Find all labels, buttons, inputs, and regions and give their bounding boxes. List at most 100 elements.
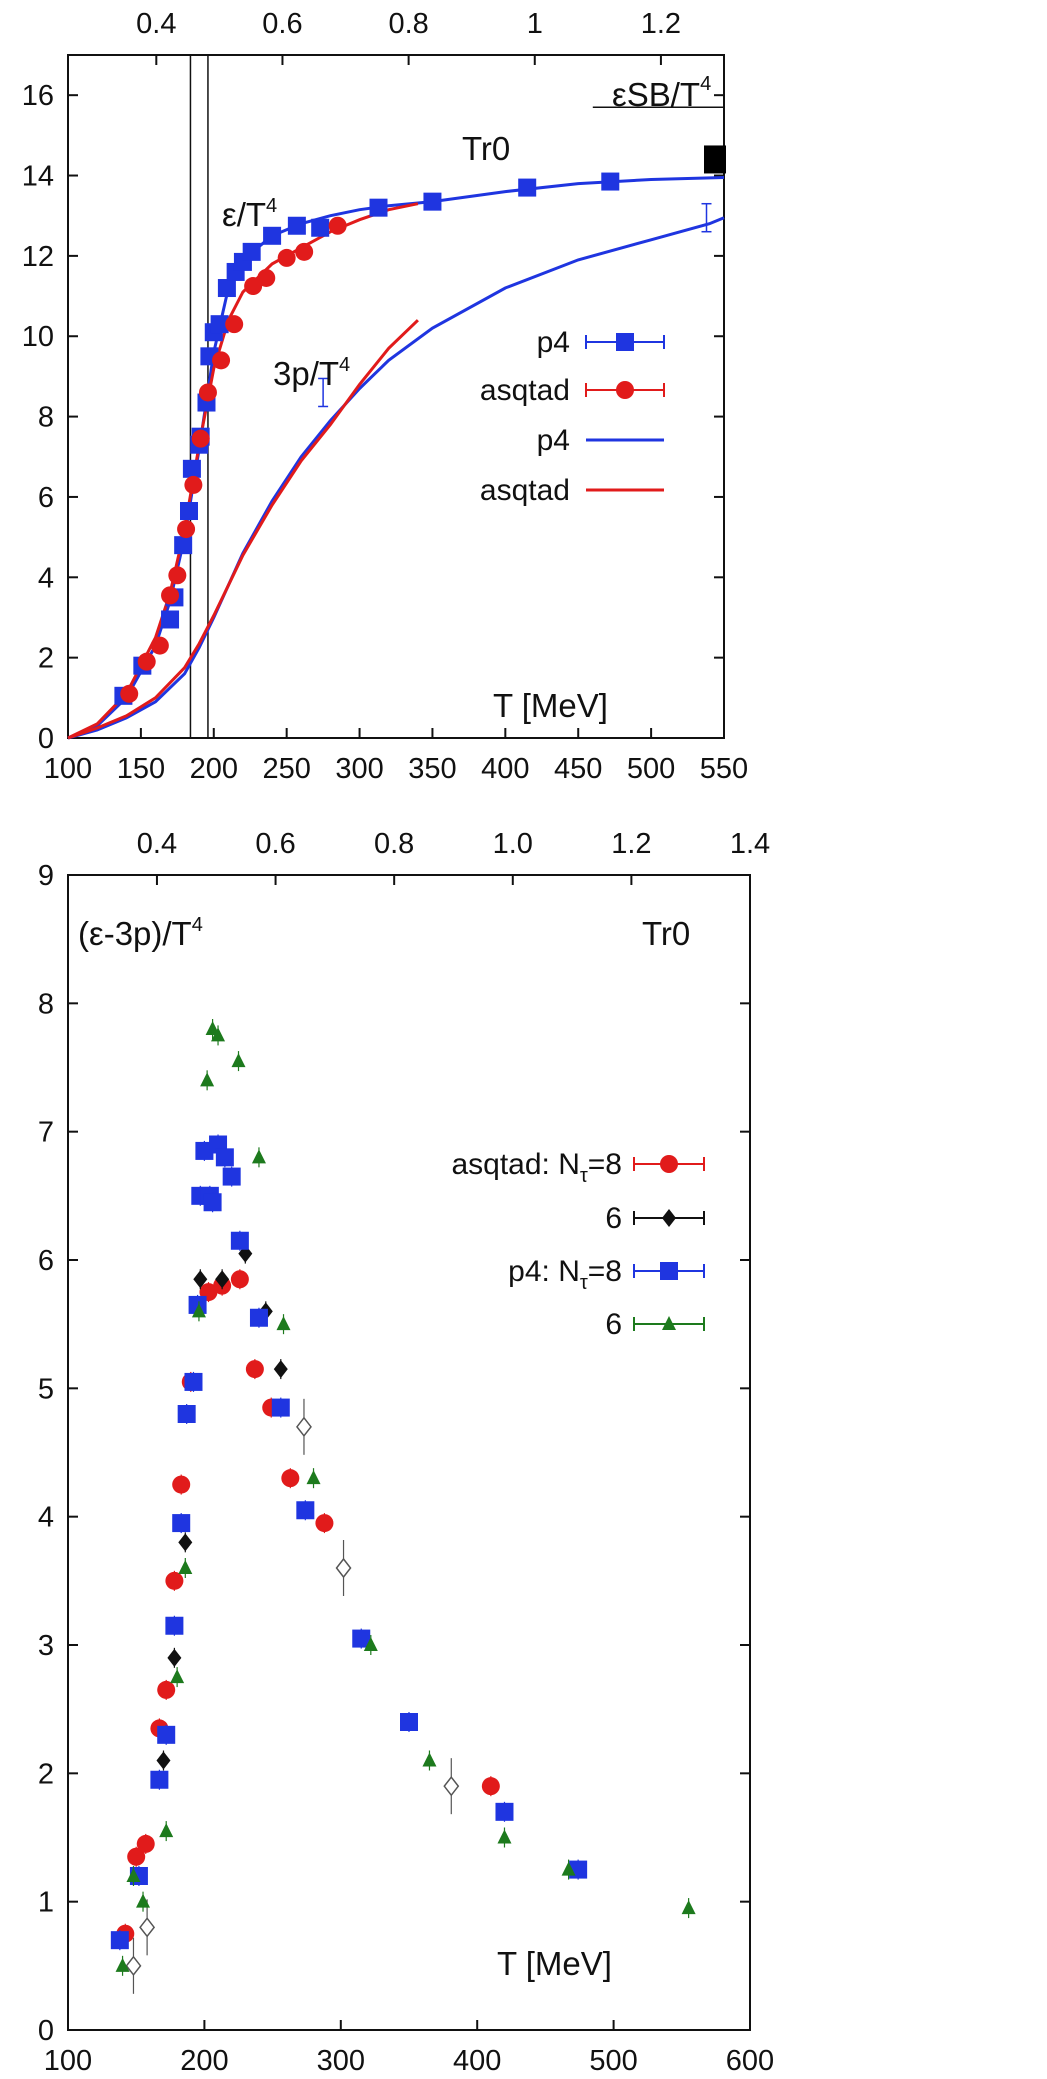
y-tick-label: 6: [38, 482, 54, 514]
asqtad-n-8-point: [157, 1680, 176, 1699]
asqtad-point: [168, 566, 187, 585]
y-tick-label: 3: [38, 1630, 54, 1662]
asqtad-point: [295, 242, 314, 261]
y-tick-label: 6: [38, 1245, 54, 1277]
bottom-labels: (ε-3p)/T4 Tr0 T [MeV]: [78, 914, 690, 1982]
x2-tick-label: 0.6: [255, 828, 295, 860]
y-tick-label: 2: [38, 1758, 54, 1790]
p4-point: [174, 536, 193, 555]
p4-n-8-point: [203, 1193, 222, 1212]
legend-marker: [660, 1155, 678, 1173]
p4-point: [518, 178, 537, 197]
asqtad-n-6-point: [273, 1360, 288, 1379]
x2-tick-label: 1.0: [493, 828, 533, 860]
p4-n-6-point: [561, 1861, 576, 1876]
top-panel: 100 150 200 250 300 350 400 450 500 550 0 2 4 6 8 10 12 1…: [22, 8, 748, 785]
x-tick-label: 500: [627, 753, 675, 785]
x2-tick-label: 0.8: [374, 828, 414, 860]
y-tick-label: 0: [38, 2015, 54, 2047]
p4-n-8-point: [177, 1405, 196, 1423]
legend-marker: [660, 1262, 678, 1280]
bottom-plot-frame: [67, 874, 751, 2031]
p4-point: [217, 279, 236, 298]
p4-n-8-point: [172, 1514, 191, 1533]
p4-n-6-point: [681, 1900, 696, 1915]
sb-limit-label: εSB/T4: [612, 73, 711, 113]
p4-n-6-point: [126, 1868, 141, 1882]
p4-point: [263, 226, 282, 245]
p4-n-8-point: [400, 1713, 418, 1731]
y-tick-label: 0: [38, 723, 54, 755]
top-markers: [114, 172, 620, 705]
x-tick-label: 300: [335, 753, 383, 785]
p4-point: [311, 218, 330, 237]
y-tick-label: 7: [38, 1117, 54, 1149]
p4-point: [182, 459, 201, 478]
x-tick-label: 600: [726, 2045, 774, 2077]
asqtad-point: [150, 636, 169, 655]
p4-point: [369, 198, 388, 217]
asqtad-n-8-point: [165, 1571, 184, 1590]
asqtad-n-6-open--point: [296, 1416, 312, 1438]
p4-point: [242, 242, 261, 261]
x2-tick-label: 0.8: [388, 8, 428, 40]
y-tick-label: 12: [22, 241, 54, 273]
p4-n-8-point: [110, 1931, 129, 1950]
p4-n-6-point: [251, 1149, 266, 1164]
p4-n-8-point: [195, 1141, 214, 1160]
x2-tick-label: 1.2: [641, 8, 681, 40]
top-tr0-label: Tr0: [462, 130, 510, 167]
legend-label: p4: Nτ=8: [508, 1255, 622, 1294]
asqtad-n-6-open--point: [443, 1775, 460, 1797]
asqtad-point: [277, 248, 296, 267]
x2-tick-label: 1.2: [611, 828, 651, 860]
asqtad-point: [161, 586, 180, 605]
p4-n-8-point: [271, 1398, 290, 1417]
p4-point: [423, 192, 442, 211]
p4-n-6-point: [211, 1027, 226, 1042]
x-tick-label: 100: [44, 2045, 92, 2077]
bottom-tr0-label: Tr0: [642, 915, 690, 952]
bottom-legend: asqtad: Nτ=8 6 p4: Nτ=8 6: [451, 1148, 705, 1341]
p4-n-8-point: [495, 1802, 514, 1821]
p4-n-8-point: [150, 1770, 169, 1789]
p4-n-6-point: [170, 1669, 185, 1684]
x-tick-label: 300: [317, 2045, 365, 2077]
p4-n-6-point: [306, 1470, 321, 1485]
x2-tick-label: 1: [527, 8, 543, 40]
x-tick-label: 400: [481, 753, 529, 785]
asqtad-n-8-point: [127, 1847, 146, 1866]
legend-marker: [662, 1209, 676, 1227]
p4-n-6-point: [363, 1637, 378, 1651]
legend-marker: [616, 381, 634, 399]
x-tick-label: 150: [117, 753, 165, 785]
asqtad-point: [212, 351, 231, 370]
x-tick-label: 400: [453, 2045, 501, 2077]
x2-tick-label: 1.4: [730, 828, 770, 860]
x-tick-label: 200: [180, 2045, 228, 2077]
x2-tick-label: 0.6: [262, 8, 302, 40]
x2-tick-label: 0.4: [136, 8, 176, 40]
asqtad-n-8-point: [281, 1469, 300, 1488]
y-tick-label: 9: [38, 860, 54, 892]
top-plot-frame: [67, 54, 725, 739]
legend-label: 6: [605, 1308, 622, 1341]
sb-limit-marker: [704, 145, 726, 174]
asqtad-point: [244, 277, 263, 296]
x-tick-label: 250: [262, 753, 310, 785]
p4-n-6-point: [178, 1560, 193, 1574]
asqtad-n-6-open--point: [125, 1955, 142, 1977]
asqtad-n-6-point: [156, 1751, 171, 1770]
y-tick-label: 1: [38, 1887, 54, 1919]
curve-p4: [67, 176, 725, 740]
asqtad-n-6-point: [215, 1270, 230, 1289]
bottom-axes: 100 200 300 400 500 600 0 1 2 3 4 5 6 7 8 9 0.4 0.6 0.8 1.0…: [38, 828, 774, 2077]
y-tick-label: 8: [38, 402, 54, 434]
legend-marker: [616, 333, 634, 351]
p4-n-6-point: [422, 1752, 437, 1767]
p4-n-6-point: [115, 1957, 130, 1972]
x-tick-label: 200: [190, 753, 238, 785]
p4-n-6-point: [191, 1303, 206, 1318]
p4-point: [179, 502, 198, 521]
bottom-xlabel: T [MeV]: [497, 1945, 612, 1982]
